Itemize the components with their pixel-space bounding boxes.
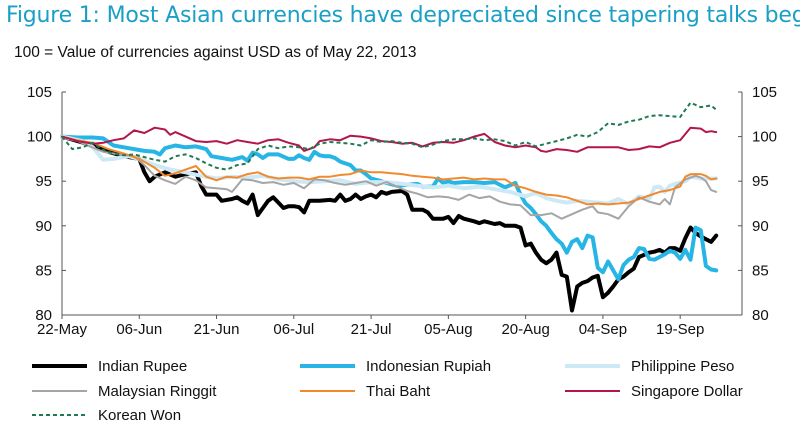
- series-line-indonesian-rupiah: [60, 134, 719, 282]
- legend-label-thai-baht: Thai Baht: [366, 383, 431, 400]
- x-tick-label: 06-Jul: [273, 321, 314, 338]
- axes: 80 80 85 85 90 90 95 95 100 100 105 105 22-May 06-Jun…: [27, 84, 777, 338]
- y-tick-label-left: 90: [35, 218, 52, 235]
- series-layer: [60, 101, 719, 313]
- x-tick-label: 05-Aug: [424, 321, 472, 338]
- chart-subtitle: 100 = Value of currencies against USD as…: [14, 44, 417, 61]
- x-tick-label: 19-Sep: [656, 321, 704, 338]
- series-line-singapore-dollar: [61, 126, 718, 153]
- y-tick-label-right: 95: [752, 173, 769, 190]
- x-tick-label: 04-Sep: [579, 321, 627, 338]
- y-tick-label-left: 95: [35, 173, 52, 190]
- legend-label-singapore-dollar: Singapore Dollar: [631, 383, 743, 400]
- x-tick-label: 21-Jul: [351, 321, 392, 338]
- legend-label-indonesian-rupiah: Indonesian Rupiah: [366, 358, 491, 375]
- x-tick-label: 20-Aug: [501, 321, 549, 338]
- series-line-malaysian-ringgit: [61, 135, 718, 220]
- y-tick-label-right: 105: [752, 84, 777, 101]
- y-tick-label-left: 105: [27, 84, 52, 101]
- x-tick-label: 21-Jun: [194, 321, 240, 338]
- y-tick-label-right: 80: [752, 307, 769, 324]
- legend-label-philippine-peso: Philippine Peso: [631, 358, 734, 375]
- legend-label-indian-rupee: Indian Rupee: [98, 358, 187, 375]
- y-tick-label-right: 100: [752, 129, 777, 146]
- x-tick-label: 06-Jun: [116, 321, 162, 338]
- series-line-korean-won: [61, 101, 717, 171]
- y-tick-label-right: 90: [752, 218, 769, 235]
- y-tick-label-right: 85: [752, 262, 769, 279]
- legend: Indian Rupee Indonesian Rupiah Philippine …: [32, 358, 743, 424]
- chart-title: Figure 1: Most Asian currencies have dep…: [6, 3, 800, 28]
- legend-label-malaysian-ringgit: Malaysian Ringgit: [98, 383, 217, 400]
- x-tick-label: 22-May: [37, 321, 88, 338]
- legend-label-korean-won: Korean Won: [98, 407, 181, 424]
- y-tick-label-left: 100: [27, 129, 52, 146]
- series-line-indian-rupee: [60, 134, 719, 313]
- y-tick-label-left: 85: [35, 262, 52, 279]
- series-line-thai-baht: [61, 135, 718, 206]
- y-tick-label-left: 80: [35, 307, 52, 324]
